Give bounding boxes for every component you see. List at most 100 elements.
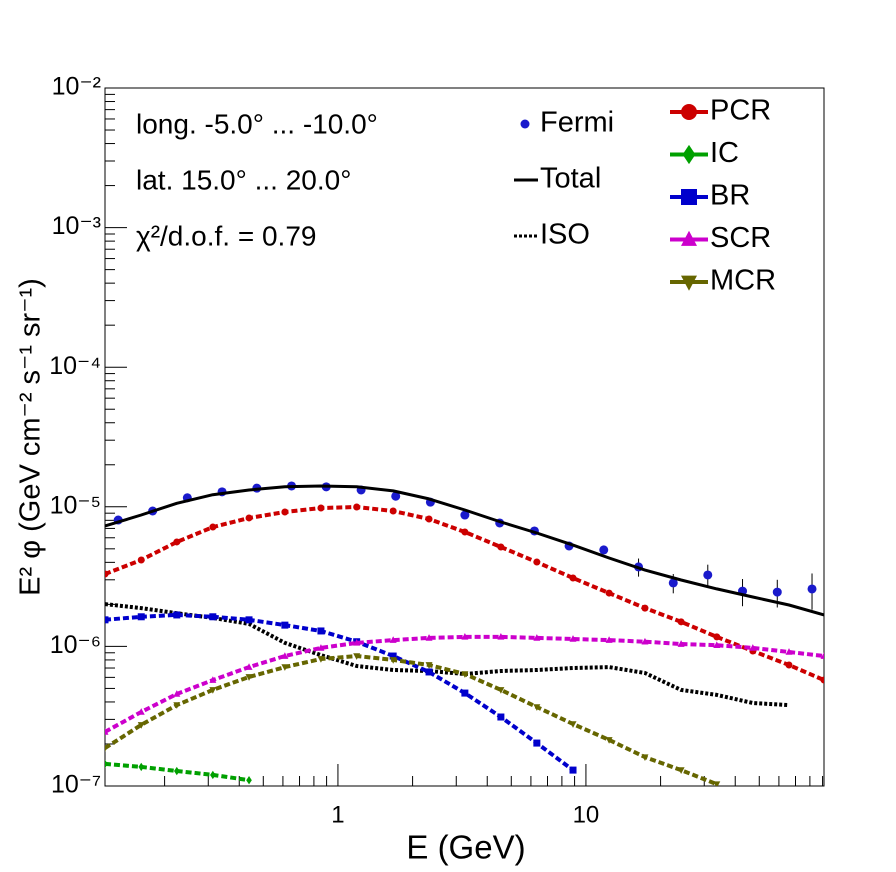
plot-frame: [104, 87, 825, 787]
marker: [785, 648, 793, 655]
marker: [281, 664, 289, 671]
marker: [389, 657, 397, 664]
marker: [772, 587, 782, 597]
legend-label: SCR: [710, 222, 771, 254]
marker: [209, 523, 217, 531]
marker: [605, 737, 613, 744]
marker: [174, 766, 180, 776]
marker: [317, 504, 325, 512]
marker: [681, 230, 697, 246]
marker: [713, 633, 721, 641]
marker: [245, 616, 253, 624]
marker: [317, 644, 325, 651]
marker: [389, 636, 397, 643]
annotation: lat. 15.0° ... 20.0°: [136, 164, 351, 195]
y-axis-title: E² φ (GeV cm⁻² s⁻¹ sr⁻¹): [15, 278, 47, 596]
marker: [497, 543, 505, 551]
y-tick-label: 10⁻⁴: [49, 352, 101, 380]
marker: [703, 570, 713, 580]
marker: [569, 635, 577, 642]
marker: [461, 528, 469, 536]
series-line: [105, 654, 718, 786]
legend-label: BR: [710, 180, 750, 212]
marker: [785, 661, 793, 669]
marker: [682, 144, 696, 165]
marker: [520, 119, 530, 129]
annotation: χ²/d.o.f. = 0.79: [136, 220, 316, 251]
marker: [317, 627, 325, 635]
marker: [461, 671, 469, 678]
marker: [820, 652, 824, 659]
marker: [137, 722, 145, 729]
series-line: [105, 602, 790, 708]
series-line: [105, 505, 824, 682]
marker: [599, 545, 609, 555]
marker: [497, 713, 505, 721]
marker: [749, 644, 757, 651]
marker: [641, 604, 649, 612]
marker: [533, 739, 541, 747]
marker: [137, 708, 145, 715]
marker: [389, 507, 397, 515]
marker: [105, 570, 109, 578]
marker: [105, 759, 108, 769]
marker: [389, 652, 397, 660]
marker: [569, 574, 577, 582]
marker: [173, 538, 181, 546]
marker: [245, 514, 253, 522]
marker: [391, 491, 401, 501]
marker: [533, 704, 541, 711]
marker: [209, 613, 217, 621]
marker: [105, 616, 109, 624]
series-line: [105, 484, 824, 617]
legend-label: Total: [540, 163, 601, 195]
marker: [569, 766, 577, 774]
y-tick-label: 10⁻²: [52, 73, 101, 101]
legend-label: MCR: [710, 265, 776, 297]
marker: [246, 776, 252, 785]
marker: [105, 745, 109, 752]
marker: [137, 613, 145, 621]
marker: [173, 611, 181, 619]
marker: [245, 663, 253, 670]
marker: [677, 618, 685, 626]
marker: [353, 639, 361, 646]
marker: [425, 662, 433, 669]
marker: [641, 754, 649, 761]
marker: [681, 104, 697, 120]
marker: [497, 687, 505, 694]
marker: [105, 728, 109, 735]
marker: [209, 676, 217, 683]
x-axis-title: E (GeV): [406, 829, 525, 866]
y-tick-label: 10⁻³: [52, 212, 101, 240]
marker: [210, 770, 216, 780]
marker: [569, 721, 577, 728]
plot-area: [105, 481, 824, 786]
legend-label: ISO: [540, 219, 590, 251]
series-line: [105, 612, 575, 772]
marker: [461, 689, 469, 697]
marker: [820, 676, 824, 684]
marker: [245, 674, 253, 681]
marker: [681, 275, 697, 291]
marker: [317, 656, 325, 663]
marker: [641, 637, 649, 645]
marker: [425, 515, 433, 523]
marker: [209, 687, 217, 694]
marker: [425, 634, 433, 641]
y-tick-label: 10⁻⁷: [51, 771, 101, 799]
marker: [533, 558, 541, 566]
marker: [173, 690, 181, 697]
marker: [461, 633, 469, 640]
marker: [353, 503, 361, 511]
marker: [713, 641, 721, 648]
marker: [281, 621, 289, 629]
marker: [497, 633, 505, 640]
y-tick-label: 10⁻⁶: [50, 631, 101, 659]
marker: [677, 640, 685, 647]
series-line: [105, 634, 824, 734]
legend-label: PCR: [710, 95, 771, 127]
marker: [713, 781, 721, 786]
